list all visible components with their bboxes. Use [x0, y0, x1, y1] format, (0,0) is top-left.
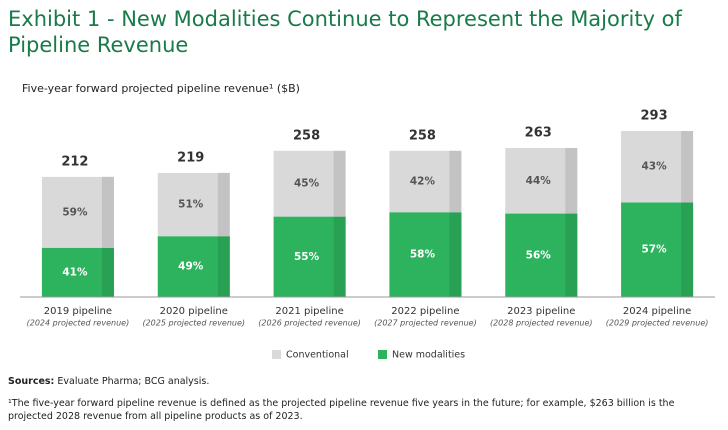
bar-shade — [565, 213, 578, 297]
x-tick-label: 2024 pipeline — [623, 306, 691, 317]
total-label: 219 — [177, 150, 204, 165]
value-label: 57% — [642, 244, 668, 256]
legend-swatch — [378, 350, 387, 359]
value-label: 49% — [178, 261, 204, 273]
x-tick-sublabel: (2026 projected revenue) — [258, 319, 361, 328]
sources-text: Evaluate Pharma; BCG analysis. — [57, 376, 210, 387]
bar-shade — [681, 131, 694, 203]
legend-swatch — [272, 350, 281, 359]
total-label: 258 — [409, 128, 436, 143]
value-label: 45% — [294, 178, 320, 190]
value-label: 51% — [178, 199, 204, 211]
bar-shade — [101, 247, 114, 297]
x-tick-label: 2019 pipeline — [44, 306, 112, 317]
value-label: 56% — [526, 249, 552, 261]
sources: Sources: Evaluate Pharma; BCG analysis. — [8, 376, 209, 387]
bar-shade — [333, 150, 346, 217]
bar-shade — [101, 176, 114, 248]
value-label: 42% — [410, 176, 436, 188]
x-tick-label: 2021 pipeline — [275, 306, 343, 317]
bar-shade — [217, 236, 230, 297]
value-label: 43% — [642, 161, 668, 173]
footnote: ¹The five-year forward pipeline revenue … — [8, 398, 675, 422]
bar-shade — [449, 150, 462, 213]
value-label: 55% — [294, 251, 320, 263]
bar-shade — [681, 202, 694, 297]
chart-subtitle: Five-year forward projected pipeline rev… — [22, 82, 300, 95]
x-tick-sublabel: (2027 projected revenue) — [374, 319, 477, 328]
x-tick-label: 2023 pipeline — [507, 306, 575, 317]
legend-label: New modalities — [392, 350, 465, 361]
total-label: 263 — [525, 125, 552, 140]
bar-shade — [217, 172, 230, 237]
x-tick-sublabel: (2029 projected revenue) — [606, 319, 709, 328]
bar-shade — [333, 216, 346, 297]
value-label: 59% — [62, 206, 88, 218]
legend-label: Conventional — [286, 350, 349, 361]
value-label: 58% — [410, 249, 436, 261]
sources-label: Sources: — [8, 376, 55, 387]
chart-title: Exhibit 1 - New Modalities Continue to R… — [8, 7, 682, 57]
x-tick-sublabel: (2028 projected revenue) — [490, 319, 593, 328]
total-label: 258 — [293, 128, 320, 143]
x-tick-sublabel: (2024 projected revenue) — [27, 319, 130, 328]
bar-shade — [449, 212, 462, 297]
x-tick-label: 2022 pipeline — [391, 306, 459, 317]
bar-shade — [565, 147, 578, 214]
total-label: 212 — [61, 154, 88, 169]
value-label: 41% — [62, 266, 88, 278]
total-label: 293 — [641, 109, 668, 124]
value-label: 44% — [526, 175, 552, 187]
x-tick-label: 2020 pipeline — [160, 306, 228, 317]
x-tick-sublabel: (2025 projected revenue) — [142, 319, 245, 328]
